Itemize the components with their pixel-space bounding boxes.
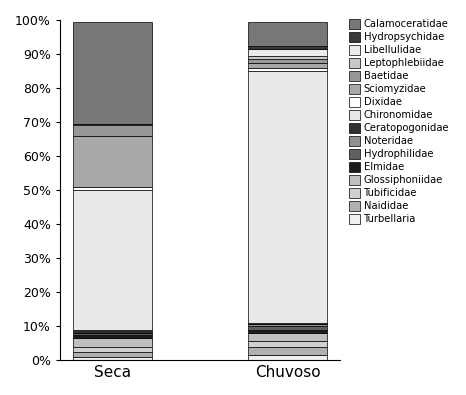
Bar <box>73 126 151 135</box>
Bar <box>73 22 151 124</box>
Bar <box>73 329 151 333</box>
Bar <box>248 326 327 329</box>
Bar <box>248 22 327 45</box>
Bar <box>73 346 151 352</box>
Bar <box>248 355 327 360</box>
Bar <box>248 346 327 355</box>
Bar <box>248 71 327 323</box>
Bar <box>73 335 151 338</box>
Bar <box>248 341 327 346</box>
Bar <box>248 329 327 333</box>
Bar <box>248 68 327 71</box>
Bar <box>248 45 327 49</box>
Bar <box>248 62 327 68</box>
Bar <box>73 357 151 360</box>
Bar <box>248 324 327 326</box>
Bar <box>73 352 151 357</box>
Bar <box>248 323 327 324</box>
Bar <box>73 333 151 335</box>
Bar <box>73 190 151 329</box>
Bar <box>73 124 151 126</box>
Bar <box>248 49 327 56</box>
Bar <box>248 333 327 341</box>
Bar <box>73 338 151 346</box>
Bar <box>73 187 151 190</box>
Bar <box>73 135 151 187</box>
Bar <box>248 56 327 59</box>
Legend: Calamoceratidae, Hydropsychidae, Libellulidae, Leptophlebiidae, Baetidae, Sciomy: Calamoceratidae, Hydropsychidae, Libellu… <box>348 18 450 226</box>
Bar <box>248 59 327 62</box>
